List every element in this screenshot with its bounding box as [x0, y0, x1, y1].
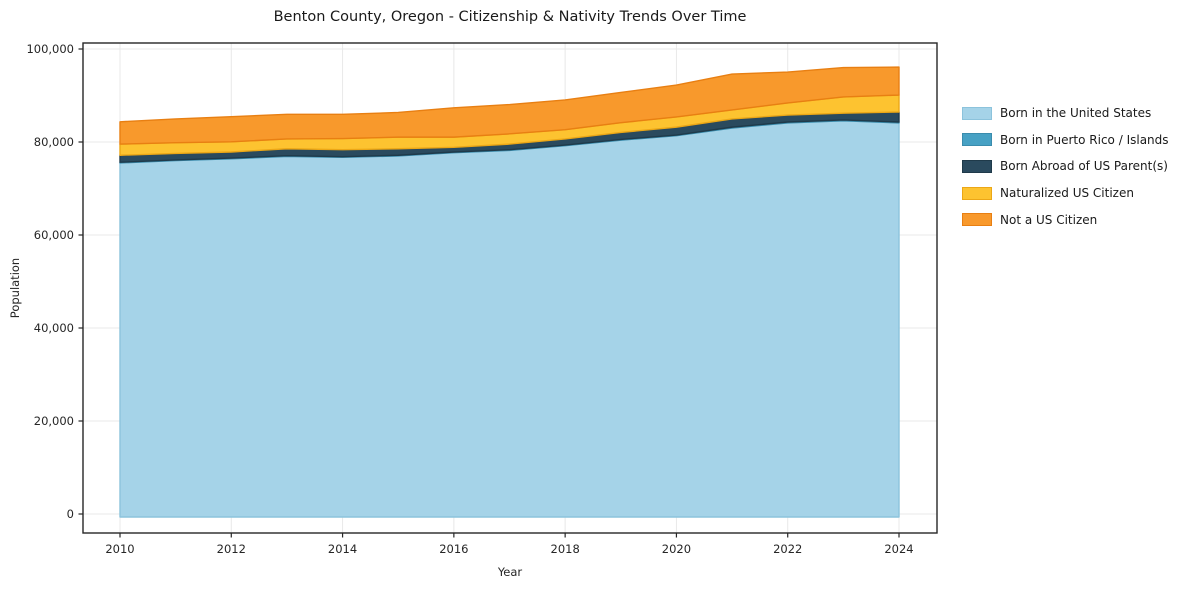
x-tick-label: 2014: [328, 542, 357, 556]
y-tick-label: 20,000: [34, 414, 74, 428]
legend-label: Born in the United States: [1000, 106, 1152, 121]
legend-item: Born in Puerto Rico / Islands: [962, 127, 1169, 154]
legend-swatch: [962, 106, 992, 120]
plot-frame: [82, 42, 938, 534]
x-tick-label: 2012: [217, 542, 246, 556]
legend-swatch: [962, 186, 992, 200]
area-series-0: [119, 120, 900, 518]
y-ticks: 0 20,000 40,000 60,000 80,000 100,000: [26, 42, 83, 521]
legend-label: Naturalized US Citizen: [1000, 186, 1134, 201]
legend: Born in the United States Born in Puerto …: [962, 100, 1169, 233]
legend-label: Not a US Citizen: [1000, 212, 1098, 227]
legend-swatch: [962, 133, 992, 147]
legend-item: Not a US Citizen: [962, 206, 1169, 233]
legend-item: Naturalized US Citizen: [962, 180, 1169, 207]
chart-title: Benton County, Oregon - Citizenship & Na…: [273, 9, 747, 25]
y-tick-label: 60,000: [34, 228, 74, 242]
legend-swatch: [962, 159, 992, 173]
legend-label: Born in Puerto Rico / Islands: [1000, 132, 1169, 147]
x-tick-label: 2016: [439, 542, 468, 556]
x-tick-label: 2024: [884, 542, 913, 556]
legend-swatch: [962, 213, 992, 227]
area-series-4: [119, 66, 900, 145]
y-tick-label: 0: [67, 507, 74, 521]
x-axis-label: Year: [497, 565, 523, 579]
legend-item: Born Abroad of US Parent(s): [962, 153, 1169, 180]
y-tick-label: 40,000: [34, 321, 74, 335]
x-tick-label: 2018: [551, 542, 580, 556]
x-tick-label: 2022: [773, 542, 802, 556]
x-tick-label: 2010: [105, 542, 134, 556]
legend-label: Born Abroad of US Parent(s): [1000, 159, 1168, 174]
y-tick-label: 80,000: [34, 135, 74, 149]
x-tick-label: 2020: [662, 542, 691, 556]
x-ticks: 2010 2012 2014 2016 2018 2020 2022 2024: [105, 533, 914, 556]
y-axis-label: Population: [8, 257, 22, 319]
legend-item: Born in the United States: [962, 100, 1169, 127]
y-tick-label: 100,000: [26, 42, 74, 56]
stacked-areas: [119, 66, 900, 518]
